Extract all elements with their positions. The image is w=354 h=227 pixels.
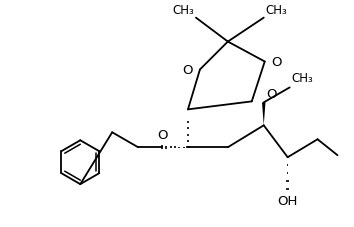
Text: O: O	[272, 56, 282, 69]
Text: OH: OH	[278, 194, 298, 207]
Text: CH₃: CH₃	[292, 72, 313, 85]
Text: O: O	[157, 129, 167, 142]
Text: CH₃: CH₃	[266, 4, 287, 17]
Text: O: O	[267, 88, 277, 101]
Text: O: O	[182, 64, 193, 77]
Polygon shape	[262, 103, 266, 126]
Text: CH₃: CH₃	[172, 4, 194, 17]
